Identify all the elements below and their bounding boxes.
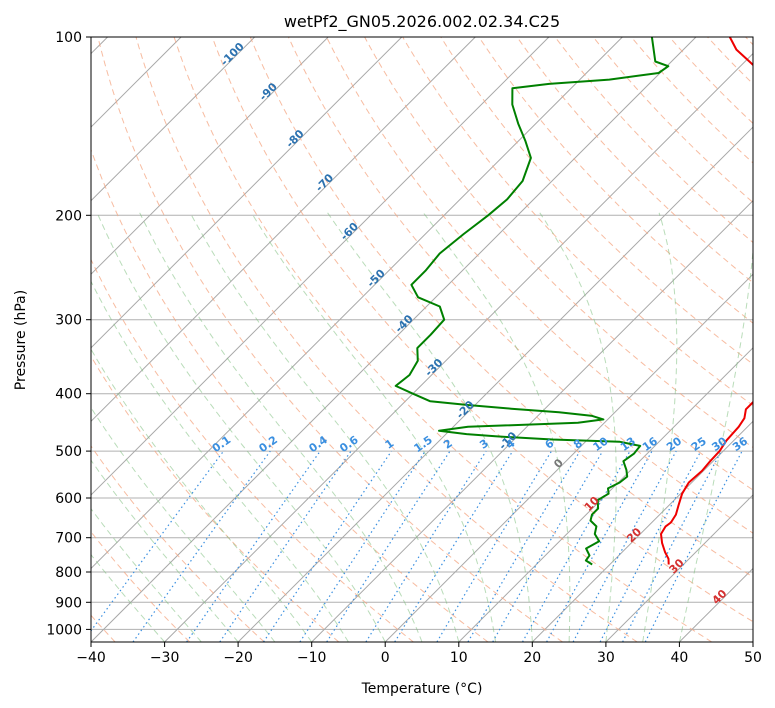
isotherm-line [91, 37, 329, 275]
y-tick-label: 100 [55, 30, 82, 46]
y-tick-label: 500 [55, 444, 82, 460]
mixing-ratio-line [365, 450, 487, 642]
isotherm-line [384, 273, 753, 642]
chart-title: wetPf2_GN05.2026.002.02.34.C25 [284, 12, 560, 32]
moist-adiabat [96, 212, 386, 642]
moist-adiabat [91, 348, 313, 642]
isotherm-line [237, 126, 753, 642]
mixing-ratio-line [299, 450, 426, 642]
y-tick-label: 200 [55, 208, 82, 224]
dry-adiabat [630, 37, 753, 164]
x-tick-label: 30 [597, 650, 615, 666]
dry-adiabat [249, 37, 753, 578]
y-tick-label: 400 [55, 387, 82, 403]
y-tick-label: 300 [55, 313, 82, 329]
mixing-ratio-line [467, 450, 581, 642]
dry-adiabat [135, 37, 638, 642]
x-axis-label: Temperature (°C) [361, 681, 483, 697]
y-axis-label: Pressure (hPa) [13, 290, 29, 390]
isotherm-line [91, 37, 403, 349]
mixing-ratio-line [492, 450, 604, 642]
dry-adiabat [91, 258, 414, 642]
plot-frame [90, 36, 754, 643]
mixing-ratio-line [132, 450, 271, 642]
moist-adiabat [189, 212, 460, 642]
moist-adiabats [91, 212, 753, 642]
isotherm-line [91, 37, 697, 642]
temperature-profile-line [660, 37, 753, 565]
x-tick-label: −40 [76, 650, 106, 666]
x-tick-label: 40 [670, 650, 688, 666]
moist-adiabat [251, 212, 497, 642]
moist-adiabat [91, 459, 239, 642]
y-tick-label: 700 [55, 531, 82, 547]
mixing-ratio-line [186, 450, 321, 642]
x-tick-label: 0 [381, 650, 390, 666]
x-axis-ticks: −40 −30 −20 −10 0 10 20 30 40 50 [76, 642, 762, 666]
mixing-ratio-line [91, 450, 224, 632]
isotherm-line [458, 347, 753, 642]
moist-adiabat [91, 406, 276, 642]
moist-adiabat [91, 280, 349, 642]
isotherm-line [91, 37, 623, 570]
mixing-ratio-lines [91, 450, 743, 642]
moist-adiabat [423, 212, 571, 642]
x-tick-label: −30 [150, 650, 180, 666]
dry-adiabat [478, 37, 753, 324]
mixing-ratio-line [546, 450, 653, 642]
y-tick-label: 900 [55, 595, 82, 611]
mixing-ratio-line [326, 450, 451, 642]
mixing-ratio-line [572, 450, 677, 642]
x-tick-label: −20 [223, 650, 253, 666]
dry-adiabat [592, 37, 753, 204]
dry-adiabat [402, 37, 753, 407]
x-tick-label: 10 [450, 650, 468, 666]
plot-area [91, 37, 753, 642]
sounding-series [394, 37, 753, 566]
isotherm-line [91, 37, 476, 423]
x-tick-label: −10 [297, 650, 327, 666]
dry-adiabat [91, 445, 265, 642]
moist-adiabat [139, 212, 423, 642]
dry-adiabat [173, 37, 713, 642]
dry-adiabat [364, 37, 753, 449]
x-tick-label: 20 [523, 650, 541, 666]
x-tick-label: 50 [744, 650, 762, 666]
dry-adiabats [91, 37, 753, 642]
isotherm-line [605, 494, 753, 642]
y-axis-ticks: 100 200 300 400 500 600 700 800 900 1000 [46, 30, 91, 638]
y-tick-label: 1000 [46, 622, 82, 638]
isotherm-line [531, 420, 753, 642]
y-tick-label: 600 [55, 491, 82, 507]
dry-adiabat [211, 37, 753, 623]
moist-adiabat [539, 212, 617, 642]
isotherm-gridlines [91, 37, 753, 642]
isobar-gridlines [91, 37, 753, 630]
dry-adiabat [326, 37, 753, 491]
moist-adiabat [327, 212, 533, 642]
dewpoint-profile-line [394, 37, 670, 566]
dry-adiabat [287, 37, 753, 534]
mixing-ratio-line [521, 450, 631, 642]
dry-adiabat [97, 37, 563, 642]
isotherm-line [164, 52, 753, 642]
moist-adiabat [642, 212, 678, 642]
isotherm-line [91, 37, 256, 202]
mixing-ratio-line [394, 450, 514, 642]
y-tick-label: 800 [55, 565, 82, 581]
mixing-ratio-line [436, 450, 553, 642]
isotherm-line [91, 37, 550, 496]
